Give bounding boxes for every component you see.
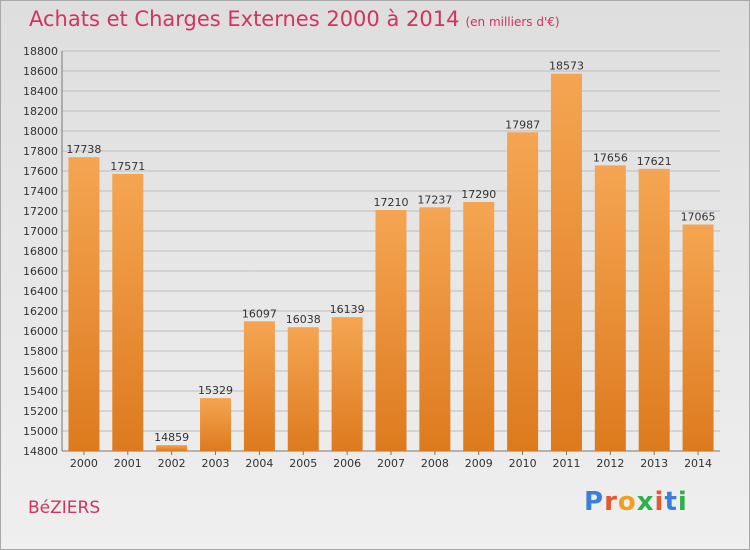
data-label: 17738: [66, 143, 101, 156]
y-tick-label: 18400: [23, 85, 58, 98]
y-tick-label: 17000: [23, 225, 58, 238]
bar-2014: [682, 224, 714, 451]
bar-2005: [287, 327, 319, 451]
logo-letter: o: [617, 487, 637, 517]
data-label: 16038: [286, 313, 321, 326]
y-tick-label: 16600: [23, 265, 58, 278]
y-tick-label: 18000: [23, 125, 58, 138]
x-tick-label: 2013: [640, 457, 668, 470]
x-tick-label: 2006: [333, 457, 361, 470]
chart-title-text: Achats et Charges Externes 2000 à 2014: [29, 7, 460, 31]
x-tick-label: 2001: [114, 457, 142, 470]
logo-letter: i: [677, 487, 688, 517]
data-label: 18573: [549, 60, 584, 73]
bar-2007: [375, 210, 407, 451]
x-tick-label: 2012: [596, 457, 624, 470]
y-tick-label: 16200: [23, 305, 58, 318]
data-label: 17210: [374, 196, 409, 209]
x-tick-label: 2004: [245, 457, 273, 470]
y-tick-label: 16800: [23, 245, 58, 258]
data-label: 14859: [154, 431, 189, 444]
y-tick-label: 16400: [23, 285, 58, 298]
bar-2010: [507, 132, 539, 452]
y-tick-label: 18800: [23, 45, 58, 58]
logo-letter: t: [664, 487, 678, 517]
bars: [68, 73, 714, 452]
data-label: 17656: [593, 151, 628, 164]
x-tick-label: 2010: [509, 457, 537, 470]
y-tick-label: 15200: [23, 405, 58, 418]
bar-2002: [156, 445, 188, 451]
x-tick-label: 2003: [202, 457, 230, 470]
data-labels: 17738 17571 14859 15329 16097 16038 16139 17210…: [66, 60, 715, 444]
chart-unit-note: (en milliers d'€): [465, 15, 560, 29]
logo-letter: r: [604, 487, 618, 517]
x-tick-label: 2009: [465, 457, 493, 470]
y-tick-label: 14800: [23, 445, 58, 458]
data-label: 15329: [198, 384, 233, 397]
data-label: 16097: [242, 307, 277, 320]
bar-2003: [200, 398, 232, 451]
y-tick-label: 17400: [23, 185, 58, 198]
bar-2011: [550, 73, 582, 451]
x-tick-label: 2008: [421, 457, 449, 470]
chart-title: Achats et Charges Externes 2000 à 2014 (e…: [29, 7, 560, 31]
bar-2004: [243, 321, 275, 451]
x-tick-label: 2007: [377, 457, 405, 470]
data-label: 16139: [330, 303, 365, 316]
data-label: 17621: [637, 155, 672, 168]
y-tick-label: 18200: [23, 105, 58, 118]
x-tick-label: 2000: [70, 457, 98, 470]
bar-2013: [638, 168, 670, 451]
y-tick-label: 15600: [23, 365, 58, 378]
logo-letter: i: [654, 487, 665, 517]
y-tick-label: 17600: [23, 165, 58, 178]
proxiti-logo: Proxiti: [584, 487, 688, 517]
data-label: 17290: [461, 188, 496, 201]
x-tick-label: 2014: [684, 457, 712, 470]
bar-2001: [112, 173, 144, 451]
y-tick-label: 15800: [23, 345, 58, 358]
logo-letter: P: [584, 487, 605, 517]
data-label: 17987: [505, 118, 540, 131]
bar-2009: [463, 202, 495, 451]
bar-2000: [68, 157, 100, 451]
bar-2008: [419, 207, 451, 451]
x-tick-label: 2002: [158, 457, 186, 470]
y-tick-label: 18600: [23, 65, 58, 78]
bar-2006: [331, 317, 363, 451]
data-label: 17065: [681, 211, 716, 224]
y-tick-label: 16000: [23, 325, 58, 338]
y-tick-label: 17800: [23, 145, 58, 158]
logo-letter: x: [636, 487, 655, 517]
axes: 14800 15000 15200 15400 15600 15800 16000 16200…: [23, 45, 720, 470]
x-tick-label: 2011: [552, 457, 580, 470]
bar-2012: [594, 165, 626, 451]
data-label: 17237: [417, 193, 452, 206]
town-name: BéZIERS: [28, 498, 101, 518]
data-label: 17571: [110, 160, 145, 173]
x-tick-label: 2005: [289, 457, 317, 470]
y-tick-label: 15400: [23, 385, 58, 398]
y-tick-label: 15000: [23, 425, 58, 438]
y-tick-label: 17200: [23, 205, 58, 218]
